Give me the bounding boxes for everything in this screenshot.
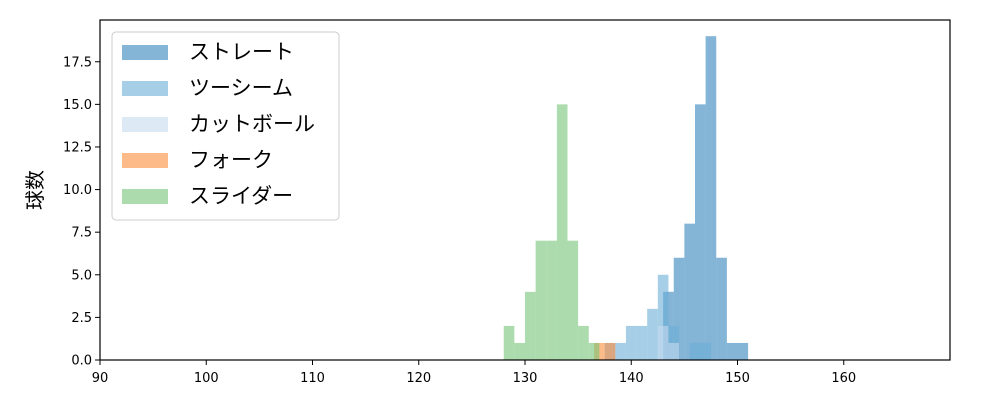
x-tick-label: 130 — [513, 371, 538, 386]
bar-1-1 — [615, 342, 626, 360]
legend-box — [111, 31, 340, 221]
bar-0-1 — [673, 257, 685, 360]
y-tick-label: 17.5 — [63, 55, 92, 70]
bar-4-0 — [503, 325, 515, 360]
bar-0-6 — [726, 342, 738, 360]
bars-layer — [503, 36, 749, 360]
bar-4-3 — [535, 240, 547, 360]
bar-1-3 — [636, 325, 648, 360]
legend-swatch — [122, 153, 168, 168]
bar-4-6 — [567, 240, 579, 360]
bar-0-7 — [737, 342, 749, 360]
legend-label: フォーク — [189, 148, 273, 172]
bar-1-8 — [700, 342, 711, 360]
bar-4-2 — [525, 291, 536, 360]
y-tick-label: 0.0 — [71, 354, 92, 369]
legend-label: カットボール — [189, 112, 315, 136]
y-tick-label: 15.0 — [63, 98, 92, 113]
bar-0-4 — [705, 36, 717, 360]
bar-1-5 — [657, 274, 669, 360]
series-2 — [657, 325, 680, 360]
bar-3-1 — [604, 342, 616, 360]
legend-swatch — [122, 45, 168, 60]
bar-2-0 — [657, 325, 669, 360]
y-tick-label: 2.5 — [71, 311, 92, 326]
legend-swatch — [122, 117, 168, 132]
legend-swatch — [122, 189, 168, 204]
bar-4-1 — [514, 342, 525, 360]
legend-label: ストレート — [189, 40, 294, 64]
legend-label: ツーシーム — [189, 76, 293, 100]
bar-4-7 — [578, 325, 589, 360]
bar-4-5 — [556, 104, 568, 360]
bar-1-7 — [689, 342, 701, 360]
x-tick-label: 150 — [725, 371, 750, 386]
y-tick-label: 7.5 — [71, 226, 92, 241]
bar-4-4 — [546, 240, 557, 360]
y-tick-label: 5.0 — [71, 268, 92, 283]
bar-2-1 — [668, 342, 680, 360]
bar-0-5 — [716, 257, 727, 360]
x-tick-label: 110 — [300, 371, 325, 386]
x-tick-label: 160 — [831, 371, 856, 386]
y-tick-label: 10.0 — [63, 183, 92, 198]
x-tick-label: 140 — [619, 371, 644, 386]
bar-4-8 — [588, 342, 600, 360]
bar-1-4 — [647, 308, 658, 360]
bar-0-2 — [684, 223, 695, 360]
x-tick-label: 90 — [92, 371, 109, 386]
series-4 — [503, 104, 600, 360]
y-axis-label: 球数 — [23, 170, 47, 210]
axes-layer: 90 100 110 120 130 140 150 160 0.0 2.5 5.0 7.5 10.0 1… — [23, 19, 951, 386]
legend-label: スライダー — [189, 184, 293, 208]
x-tick-label: 100 — [194, 371, 219, 386]
bar-1-2 — [625, 325, 637, 360]
x-tick-label: 120 — [406, 371, 431, 386]
y-tick-label: 12.5 — [63, 140, 92, 155]
legend-swatch — [122, 81, 168, 96]
bar-0-3 — [695, 104, 706, 360]
series-0 — [663, 36, 749, 360]
